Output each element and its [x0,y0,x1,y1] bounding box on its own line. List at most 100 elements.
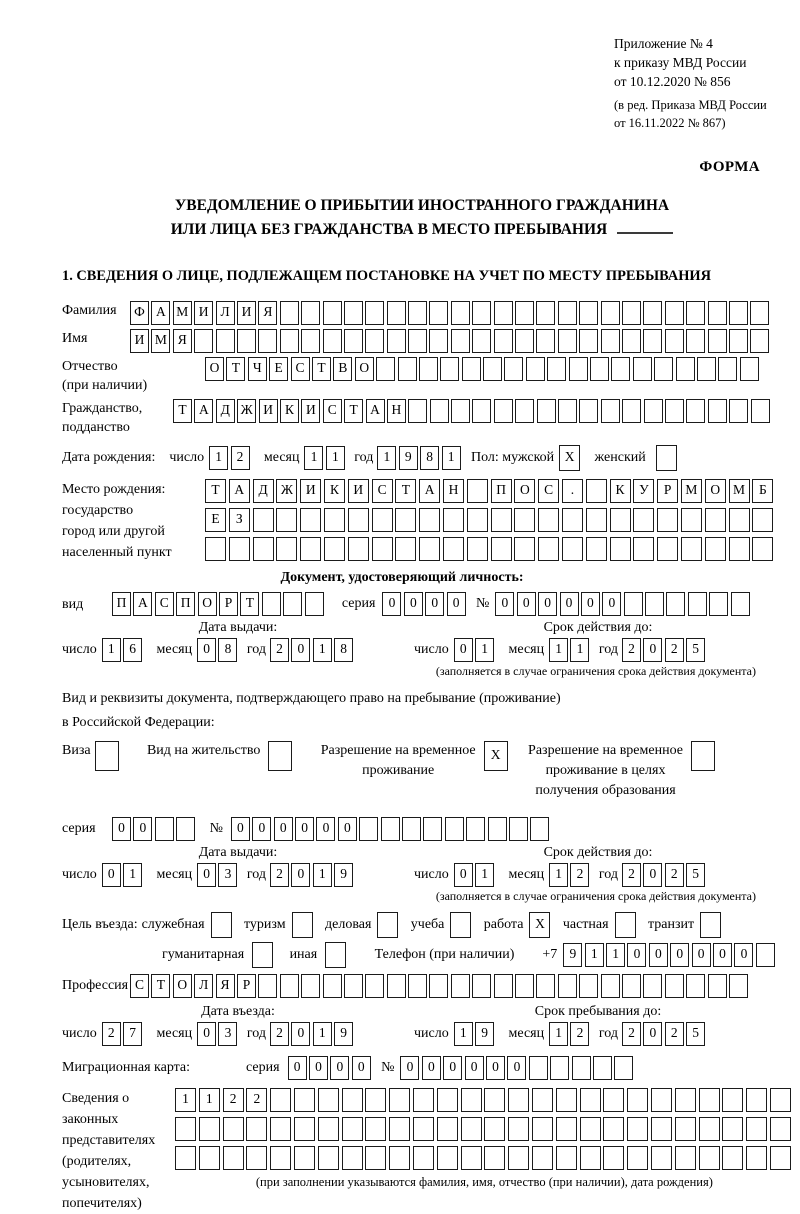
char-box[interactable]: Ж [276,479,298,503]
char-box[interactable]: 0 [734,942,754,967]
char-box[interactable] [261,592,281,616]
char-box[interactable]: 0 [287,1055,307,1080]
char-box[interactable] [579,301,599,325]
char-box[interactable] [323,508,345,532]
char-box[interactable] [418,357,438,381]
char-box[interactable]: 0 [337,816,357,841]
char-box[interactable]: М [172,301,192,325]
char-box[interactable]: 0 [453,862,473,887]
char-box[interactable]: 2 [664,638,684,662]
char-box[interactable]: 0 [291,862,311,887]
char-box[interactable]: Е [269,357,289,381]
char-box[interactable]: И [258,399,278,423]
char-box[interactable] [750,399,770,423]
char-box[interactable]: 2 [270,862,289,887]
char-box[interactable] [347,508,369,532]
char-box[interactable] [322,301,342,325]
char-box[interactable] [568,357,588,381]
char-box[interactable] [450,301,470,325]
char-box[interactable]: 1 [584,942,604,967]
char-box[interactable]: А [365,399,385,423]
char-box[interactable] [386,301,406,325]
char-box[interactable] [466,508,488,532]
char-box[interactable] [94,740,119,771]
char-box[interactable] [460,1145,482,1170]
char-box[interactable]: К [279,399,299,423]
char-box[interactable] [215,329,235,353]
char-box[interactable] [175,1116,196,1141]
char-box[interactable] [300,537,322,561]
char-box[interactable]: 0 [643,1021,663,1046]
char-box[interactable]: 0 [197,862,217,887]
char-box[interactable] [322,973,342,998]
char-box[interactable] [389,1116,411,1141]
char-box[interactable]: Т [395,479,417,503]
char-box[interactable] [175,1145,196,1170]
char-box[interactable] [739,357,759,381]
char-box[interactable] [228,537,250,561]
char-box[interactable]: С [538,479,560,503]
char-box[interactable]: П [490,479,512,503]
char-box[interactable]: 1 [441,446,461,470]
char-box[interactable] [412,1145,434,1170]
char-box[interactable]: Н [442,479,464,503]
char-box[interactable] [557,329,577,353]
char-box[interactable] [484,1116,506,1141]
char-box[interactable] [675,357,695,381]
char-box[interactable]: О [197,592,217,616]
char-box[interactable]: К [609,479,631,503]
char-box[interactable]: 0 [446,592,466,616]
char-box[interactable] [386,329,406,353]
char-box[interactable]: З [228,508,250,532]
char-box[interactable] [436,1116,458,1141]
char-box[interactable] [579,329,599,353]
char-box[interactable]: О [354,357,374,381]
char-box[interactable] [707,329,727,353]
char-box[interactable] [686,329,706,353]
char-box[interactable] [621,973,641,998]
char-box[interactable] [194,329,214,353]
char-box[interactable]: А [133,592,153,616]
char-box[interactable] [343,973,363,998]
char-box[interactable] [283,592,303,616]
purpose-private-checkbox[interactable] [614,911,638,938]
char-box[interactable] [603,1116,625,1141]
purpose-transit-checkbox[interactable] [700,911,723,938]
char-box[interactable]: 0 [291,638,311,662]
char-box[interactable] [270,1087,292,1112]
char-box[interactable] [252,941,274,968]
char-box[interactable] [490,537,512,561]
char-box[interactable]: Я [258,301,278,325]
char-box[interactable] [389,1145,411,1170]
char-box[interactable] [279,301,299,325]
char-box[interactable]: 5 [686,862,706,887]
char-box[interactable]: 1 [175,1087,196,1112]
char-box[interactable] [611,357,631,381]
char-box[interactable]: 0 [670,942,690,967]
char-box[interactable] [258,329,278,353]
purpose-work-checkbox[interactable]: X [529,911,552,938]
char-box[interactable] [325,941,347,968]
char-box[interactable] [461,357,481,381]
char-box[interactable] [515,329,535,353]
char-box[interactable]: 0 [602,592,622,616]
char-box[interactable]: Р [236,973,256,998]
char-box[interactable] [555,1087,577,1112]
char-box[interactable] [698,1145,720,1170]
char-box[interactable]: Т [240,592,260,616]
char-box[interactable]: И [301,399,321,423]
char-box[interactable] [317,1116,339,1141]
char-box[interactable] [276,537,298,561]
char-box[interactable] [555,1145,577,1170]
char-box[interactable]: 0 [316,816,336,841]
char-box[interactable] [538,508,560,532]
char-box[interactable] [707,973,727,998]
char-box[interactable]: 2 [622,1021,641,1046]
char-box[interactable]: А [419,479,441,503]
